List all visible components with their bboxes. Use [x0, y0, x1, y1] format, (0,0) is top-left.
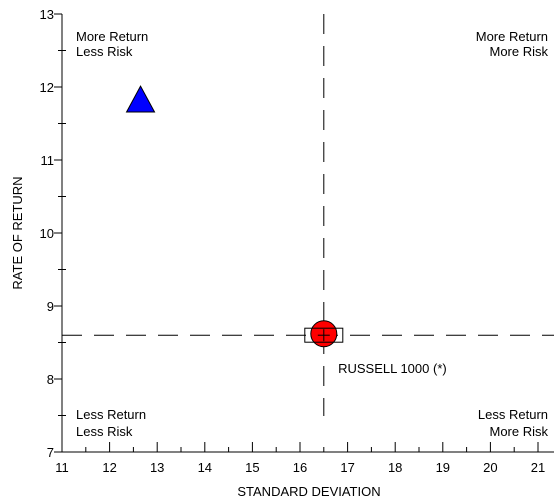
y-tick-label-2: 9 — [47, 299, 54, 314]
quadrant-label-top-left-line1: More Return — [76, 29, 148, 44]
y-tick-label-4: 11 — [41, 153, 55, 168]
x-tick-label-7: 18 — [388, 460, 402, 475]
x-tick-label-3: 14 — [198, 460, 212, 475]
reference-lines — [62, 14, 554, 416]
x-tick-label-6: 17 — [340, 460, 354, 475]
quadrant-label-top-left-line2: Less Risk — [76, 44, 133, 59]
x-tick-label-2: 13 — [150, 460, 164, 475]
y-tick-label-6: 13 — [40, 7, 54, 22]
annotation-0: RUSSELL 1000 (*) — [338, 361, 447, 376]
quadrant-label-bottom-left-line1: Less Return — [76, 407, 146, 422]
y-tick-label-1: 8 — [47, 372, 54, 387]
quadrant-label-top-right-line2: More Risk — [489, 44, 548, 59]
x-axis-title: STANDARD DEVIATION — [237, 484, 380, 499]
quadrant-label-top-right-line1: More Return — [476, 29, 548, 44]
y-tick-label-3: 10 — [40, 226, 54, 241]
point-triangle-0 — [125, 85, 156, 113]
x-tick-label-10: 21 — [531, 460, 545, 475]
y-tick-label-0: 7 — [47, 445, 54, 460]
quadrant-label-bottom-left-line2: Less Risk — [76, 424, 133, 439]
y-axis-title: RATE OF RETURN — [10, 176, 25, 289]
chart-labels: RUSSELL 1000 (*) — [338, 361, 447, 376]
quadrant-label-bottom-right-line2: More Risk — [489, 424, 548, 439]
x-tick-label-0: 11 — [55, 460, 69, 475]
x-tick-label-5: 16 — [293, 460, 307, 475]
quadrant-label-bottom-right-line1: Less Return — [478, 407, 548, 422]
x-tick-label-4: 15 — [245, 460, 259, 475]
point-square-2 — [304, 327, 344, 343]
y-tick-label-5: 12 — [40, 80, 54, 95]
axis-ticks: 11 12 13 14 15 16 17 18 19 20 21 7 8 9 10 11 12 13 — [40, 7, 546, 475]
x-tick-label-8: 19 — [436, 460, 450, 475]
x-tick-label-1: 12 — [102, 460, 116, 475]
data-marks — [125, 85, 344, 348]
x-tick-label-9: 20 — [483, 460, 497, 475]
